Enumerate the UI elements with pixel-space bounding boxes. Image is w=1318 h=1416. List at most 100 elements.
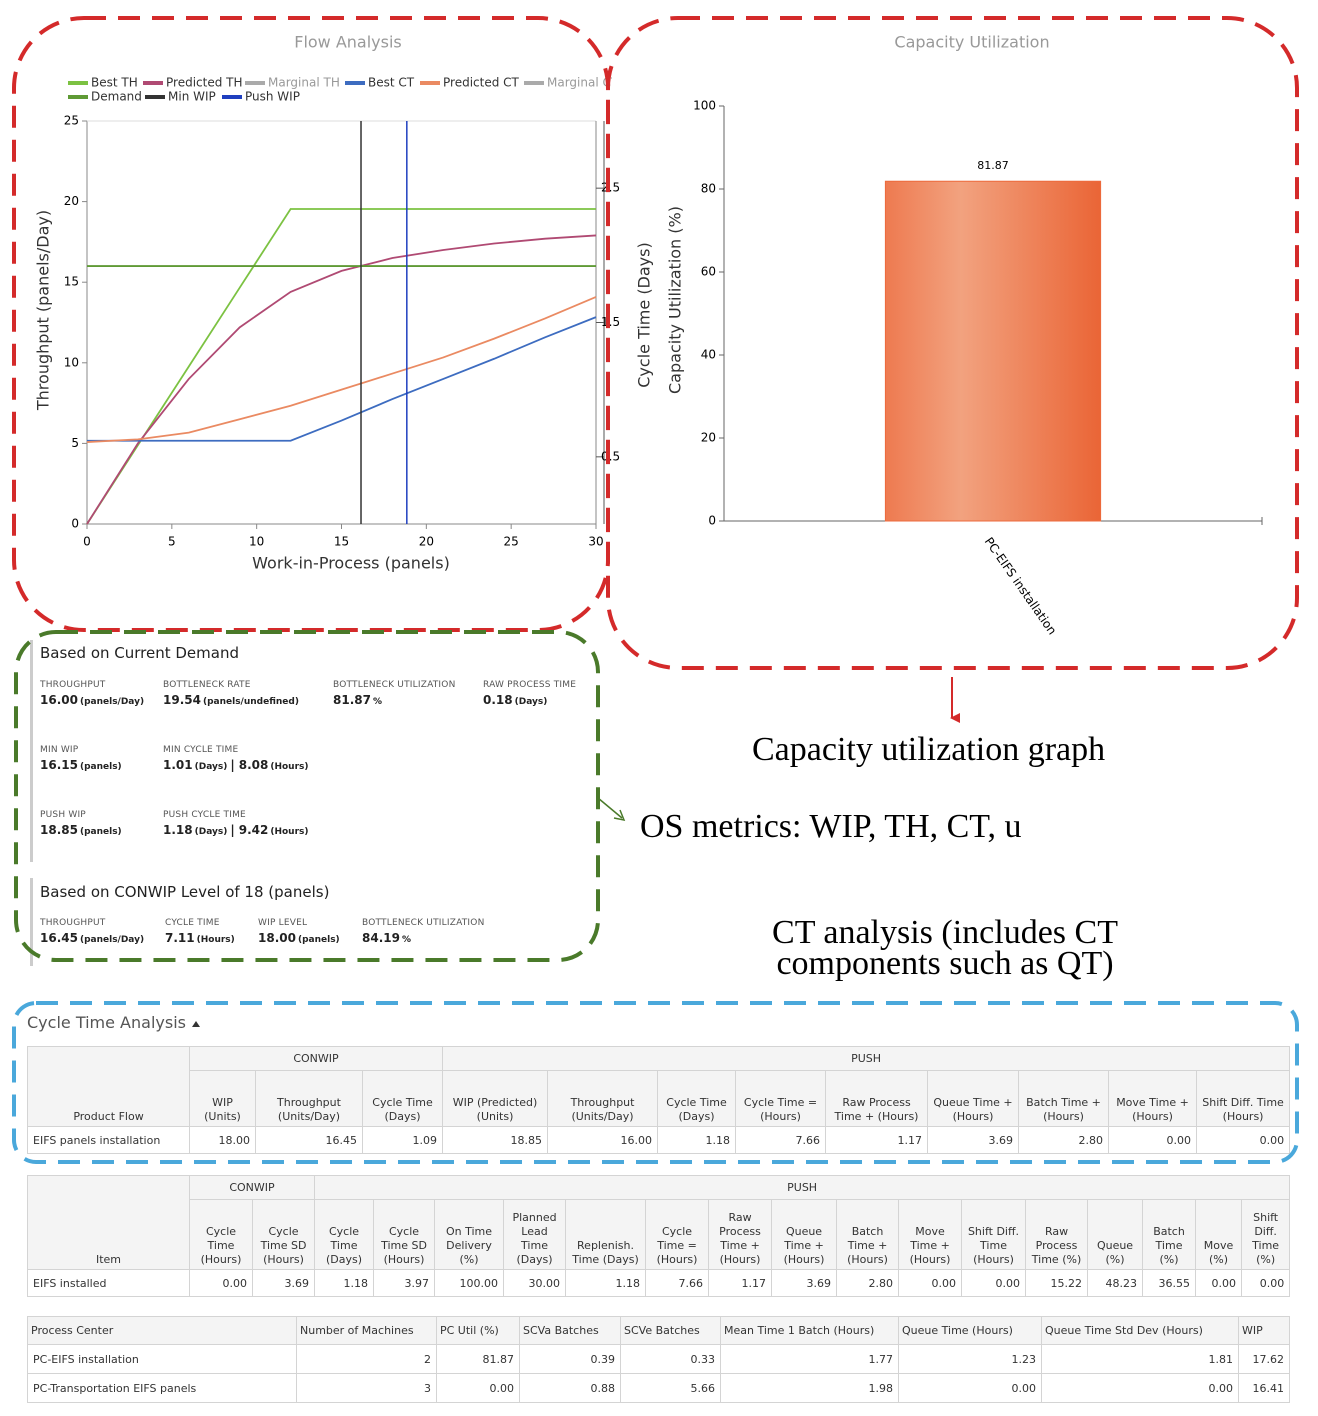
header-cell: Queue Time (Hours) — [898, 1316, 1042, 1345]
metric-label: THROUGHPUT — [40, 918, 106, 928]
x-tick-label: 15 — [334, 535, 349, 549]
table-row: PC-EIFS installation 2 81.87 0.39 0.33 1.77 1.… — [27, 1344, 1290, 1374]
data-table: Product Flow CONWIP PUSH WIP (Units) Through… — [27, 1046, 1291, 1154]
metric-value: 16.00 (panels/Day) — [40, 693, 147, 707]
metric-unit: (panels/Day) — [79, 697, 145, 707]
table-cell: 18.00 — [189, 1126, 256, 1154]
header-cell: SCVe Batches — [620, 1316, 721, 1345]
table-head: Product Flow CONWIP PUSH WIP (Units) Through… — [27, 1046, 1291, 1127]
legend-label: Push WIP — [245, 90, 300, 104]
header-cell: Batch Time (%) — [1142, 1199, 1197, 1270]
table-cell: 3.69 — [251, 1269, 316, 1297]
metric-value: 84.19% — [362, 931, 414, 945]
y-axis-label: Capacity Utilization (%) — [666, 206, 685, 394]
x-tick-label: 0 — [83, 535, 91, 549]
header-cell: Raw Process Time (%) — [1025, 1199, 1089, 1270]
table-cell: 48.23 — [1087, 1269, 1144, 1297]
header-cell: Move Time + (Hours) — [1108, 1070, 1198, 1127]
header-cell: Queue Time + (Hours) — [771, 1199, 838, 1270]
metric-unit: (panels) — [79, 762, 122, 772]
section-title[interactable]: Cycle Time Analysis — [27, 1013, 200, 1032]
header-cell: WIP — [1238, 1316, 1290, 1345]
y2-tick-label: 0.5 — [601, 449, 620, 463]
section-bar — [30, 640, 33, 862]
table-cell: 1.81 — [1041, 1344, 1239, 1374]
header-cell: Mean Time 1 Batch (Hours) — [720, 1316, 899, 1345]
table-body: EIFS installed 0.00 3.69 1.18 3.97 100.00 30.0… — [27, 1269, 1291, 1297]
header-cell: Cycle Time SD (Hours) — [251, 1199, 316, 1270]
table-cell: 16.00 — [547, 1126, 659, 1154]
header-cell: Cycle Time SD (Hours) — [373, 1199, 436, 1270]
metric-number: 84.19 — [362, 931, 400, 945]
table-cell: 0.00 — [1195, 1269, 1243, 1297]
collapse-icon[interactable] — [191, 1020, 200, 1027]
annotation: Capacity utilization graph — [752, 731, 1106, 768]
header-cell: Raw Process Time + (Hours) — [708, 1199, 773, 1270]
header-cell: Raw Process Time + (Hours) — [825, 1070, 929, 1127]
group-row: Item CONWIP PUSH — [27, 1175, 1291, 1270]
header-cell: Shift Diff. Time (Hours) — [1196, 1070, 1291, 1127]
metric-unit: (Days) — [514, 697, 548, 707]
table-cell: 18.85 — [442, 1126, 549, 1154]
table-cell: 0.00 — [1041, 1373, 1239, 1403]
y-tick-label: 0 — [708, 514, 716, 528]
bar — [884, 180, 1102, 522]
legend-label: Min WIP — [168, 90, 216, 104]
metric-unit: % — [372, 697, 382, 707]
x-axis-label: Work-in-Process (panels) — [252, 554, 450, 573]
table-cell: 1.98 — [720, 1373, 899, 1403]
table-cell: 30.00 — [503, 1269, 567, 1297]
table-cell: 16.41 — [1238, 1373, 1290, 1403]
metric-label: WIP LEVEL — [258, 918, 308, 928]
header-cell: Item — [27, 1175, 190, 1270]
annotation: OS metrics: WIP, TH, CT, u — [640, 808, 1022, 845]
chart-title: Flow Analysis — [294, 33, 402, 52]
table-cell: 2.80 — [1018, 1126, 1110, 1154]
table-cell: 1.09 — [361, 1126, 444, 1154]
section-bar — [30, 878, 33, 966]
y-tick-label: 5 — [71, 436, 79, 450]
metric-label: MIN WIP — [40, 745, 79, 755]
metric-unit: (Hours) — [270, 762, 309, 772]
header-row: WIP (Units) Throughput (Units/Day) Cycle T… — [28, 1070, 1291, 1127]
table-cell: 2.80 — [836, 1269, 900, 1297]
table-cell: 1.17 — [708, 1269, 773, 1297]
table-cell: 2 — [296, 1344, 437, 1374]
metric-label: RAW PROCESS TIME — [483, 680, 577, 690]
series-line — [86, 208, 596, 525]
header-cell: WIP (Predicted) (Units) — [442, 1070, 549, 1127]
x-tick-label: 30 — [588, 535, 603, 549]
table-cell: 7.66 — [645, 1269, 710, 1297]
header-cell: Planned Lead Time (Days) — [503, 1199, 567, 1270]
metric-number: 8.08 — [238, 758, 269, 772]
header-cell: SCVa Batches — [519, 1316, 621, 1345]
header-cell: Product Flow — [27, 1046, 190, 1127]
metric-number: 81.87 — [333, 693, 371, 707]
metric-unit: (Hours) — [196, 935, 235, 945]
table-head: Process Center Number of Machines PC Util … — [27, 1316, 1290, 1345]
legend-label: Marginal TH — [268, 76, 340, 90]
table-cell: 1.18 — [657, 1126, 737, 1154]
table-cell: 0.00 — [1108, 1126, 1198, 1154]
metric-label: THROUGHPUT — [40, 680, 106, 690]
table-cell: 0.00 — [961, 1269, 1027, 1297]
metric-unit: (Days) — [194, 762, 228, 772]
metric-label: PUSH WIP — [40, 810, 86, 820]
metric-value: 16.45 (panels/Day) — [40, 931, 147, 945]
header-cell: Cycle Time (Days) — [314, 1199, 375, 1270]
y2-tick-label: 1.5 — [601, 315, 620, 329]
metric-number: 16.45 — [40, 931, 78, 945]
metric-value: 18.00 (panels) — [258, 931, 343, 945]
metric-value: 1.18 (Days) | 9.42 (Hours) — [163, 823, 311, 837]
table-cell: 3.97 — [373, 1269, 436, 1297]
metric-label: PUSH CYCLE TIME — [163, 810, 246, 820]
metric-value: 19.54 (panels/undefined) — [163, 693, 302, 707]
table-cell: 3.69 — [927, 1126, 1020, 1154]
y-axis-label: Throughput (panels/Day) — [34, 210, 53, 411]
legend-label: Best CT — [368, 76, 415, 90]
table-cell: 1.18 — [314, 1269, 375, 1297]
y-tick-label: 0 — [71, 517, 79, 531]
metric-separator: | — [230, 823, 235, 837]
x-tick-label: 10 — [249, 535, 264, 549]
